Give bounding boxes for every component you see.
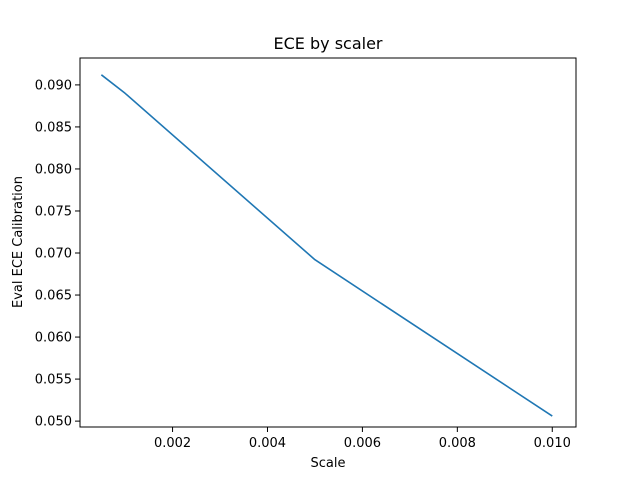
y-axis-label: Eval ECE Calibration (11, 176, 26, 308)
x-tick-label: 0.004 (249, 436, 286, 451)
x-tick-label: 0.006 (344, 436, 381, 451)
y-tick-label: 0.080 (35, 162, 72, 177)
y-tick-label: 0.075 (35, 204, 72, 219)
x-axis: 0.002 0.004 0.006 0.008 0.010 (154, 427, 571, 451)
x-tick-label: 0.008 (439, 436, 476, 451)
y-tick-label: 0.050 (35, 415, 72, 430)
plot-frame (79, 57, 577, 428)
x-tick-label: 0.010 (534, 436, 571, 451)
y-axis: 0.050 0.055 0.060 0.065 0.070 0.075 0.080 0.085… (35, 78, 80, 430)
chart-title: ECE by scaler (274, 34, 383, 53)
x-axis-label: Scale (311, 456, 346, 471)
y-tick-label: 0.070 (35, 247, 72, 262)
y-tick-label: 0.090 (35, 78, 72, 93)
series-layer (100, 74, 553, 417)
x-tick-label: 0.002 (154, 436, 191, 451)
series-line-0 (100, 74, 553, 417)
y-tick-label: 0.085 (35, 120, 72, 135)
y-tick-label: 0.055 (35, 373, 72, 388)
y-tick-label: 0.060 (35, 331, 72, 346)
y-tick-label: 0.065 (35, 289, 72, 304)
